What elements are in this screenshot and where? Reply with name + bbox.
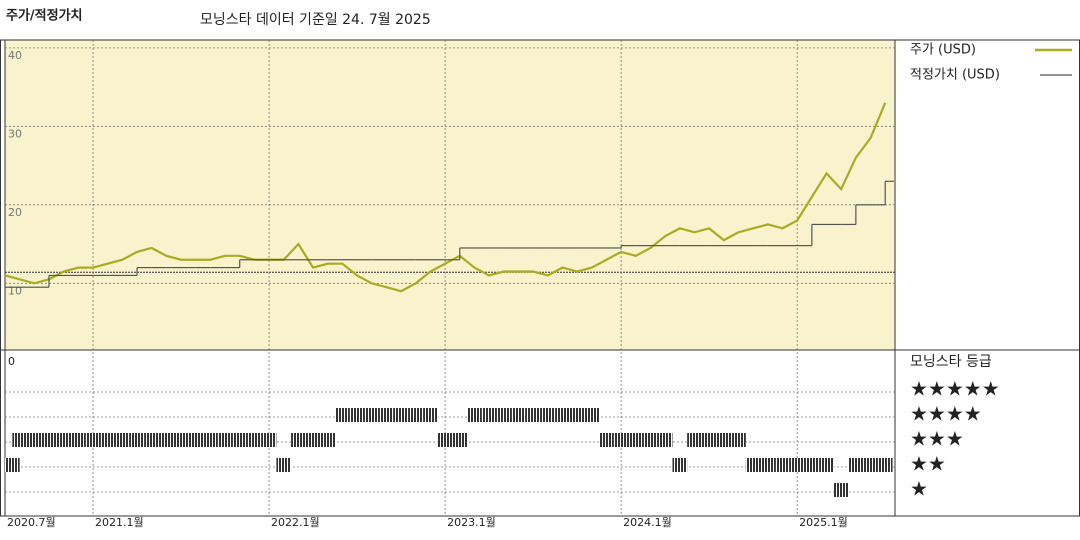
- rating-bar: [804, 458, 820, 472]
- plot-area: [5, 40, 895, 350]
- rating-bar: [12, 433, 28, 447]
- rating-label: ★★★★: [910, 402, 982, 426]
- rating-bar: [291, 433, 306, 447]
- rating-bar: [687, 433, 702, 447]
- x-tick-label: 2024.1월: [623, 516, 672, 529]
- rating-bar: [276, 458, 292, 472]
- rating-bar: [643, 433, 658, 447]
- rating-bar: [467, 408, 482, 422]
- rating-bar: [555, 408, 570, 422]
- rating-bar: [525, 408, 541, 422]
- rating-bar: [452, 433, 468, 447]
- chart-subtitle: 모닝스타 데이터 기준일 24. 7월 2025: [200, 12, 431, 28]
- rating-bar: [760, 458, 776, 472]
- y-tick-label: 20: [8, 206, 22, 219]
- rating-bar: [129, 433, 145, 447]
- rating-bar: [833, 483, 849, 497]
- rating-label: ★★: [910, 452, 946, 476]
- rating-bar: [481, 408, 497, 422]
- rating-title: 모닝스타 등급: [910, 354, 992, 370]
- rating-bar: [423, 408, 438, 422]
- rating-bar: [115, 433, 130, 447]
- rating-bar: [173, 433, 189, 447]
- rating-bar: [657, 433, 673, 447]
- rating-bar: [716, 433, 732, 447]
- legend-label: 적정가치 (USD): [910, 68, 1000, 83]
- rating-label: ★★★: [910, 427, 964, 451]
- price-line: [4, 102, 887, 293]
- x-tick-label: 2021.1월: [95, 516, 144, 529]
- rating-bar: [335, 408, 350, 422]
- y-tick-label: 30: [8, 127, 22, 140]
- rating-bar: [848, 458, 864, 472]
- rating-bar: [320, 433, 336, 447]
- rating-bar: [613, 433, 629, 447]
- x-tick-label: 2023.1월: [447, 516, 496, 529]
- rating-bar: [349, 408, 365, 422]
- rating-bar: [540, 408, 556, 422]
- rating-bar: [775, 458, 790, 472]
- rating-bar: [41, 433, 57, 447]
- y-tick-label: 40: [8, 49, 22, 62]
- rating-bar: [71, 433, 86, 447]
- rating-bar: [85, 433, 101, 447]
- rating-bar: [672, 458, 688, 472]
- rating-bar: [188, 433, 204, 447]
- rating-bar: [56, 433, 72, 447]
- rating-bar: [217, 433, 233, 447]
- rating-bar: [437, 433, 453, 447]
- rating-bar: [599, 433, 614, 447]
- rating-bar: [701, 433, 717, 447]
- rating-bar: [408, 408, 424, 422]
- x-tick-label: 2025.1월: [799, 516, 848, 529]
- rating-bar: [745, 458, 761, 472]
- rating-bar: [261, 433, 277, 447]
- rating-bar: [628, 433, 644, 447]
- rating-bar: [863, 458, 878, 472]
- chart-title: 주가/적정가치: [6, 8, 83, 24]
- rating-label: ★★★★★: [910, 377, 1000, 401]
- rating-bar: [496, 408, 512, 422]
- x-tick-label: 2022.1월: [271, 516, 320, 529]
- x-tick-label: 2020.7월: [7, 516, 56, 529]
- rating-bar: [159, 433, 174, 447]
- rating-bar: [100, 433, 116, 447]
- rating-bar: [305, 433, 321, 447]
- rating-bar: [5, 458, 20, 472]
- rating-bar: [247, 433, 262, 447]
- rating-label: ★: [910, 477, 928, 501]
- rating-bar: [203, 433, 218, 447]
- rating-bar: [27, 433, 42, 447]
- rating-bar: [819, 458, 834, 472]
- rating-bar: [144, 433, 160, 447]
- rating-bar: [789, 458, 805, 472]
- rating-axis-label: 0: [8, 355, 15, 368]
- rating-bar: [569, 408, 585, 422]
- rating-bar: [232, 433, 248, 447]
- rating-bar: [379, 408, 394, 422]
- legend-label: 주가 (USD): [910, 43, 976, 58]
- rating-bar: [511, 408, 526, 422]
- rating-bar: [584, 408, 600, 422]
- rating-bar: [731, 433, 746, 447]
- rating-bar: [393, 408, 409, 422]
- rating-bar: [877, 458, 893, 472]
- rating-bar: [364, 408, 380, 422]
- y-tick-label: 10: [8, 284, 22, 297]
